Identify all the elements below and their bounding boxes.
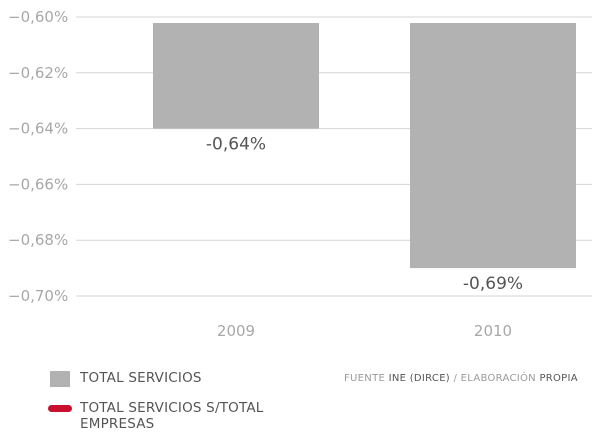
- bar: [153, 23, 319, 129]
- y-tick-label: −0,62%: [8, 64, 68, 82]
- legend-item-total-servicios: TOTAL SERVICIOS: [48, 368, 318, 390]
- legend-swatch-bar: [50, 371, 70, 387]
- x-tick-label: 2010: [474, 322, 512, 340]
- y-tick-label: −0,68%: [8, 231, 68, 249]
- y-tick-label: −0,60%: [8, 8, 68, 26]
- bar-chart: −0,60% −0,62% −0,64% −0,66% −0,68% −0,70% -0,6…: [8, 8, 592, 340]
- source-mid: / ELABORACIÓN: [450, 373, 540, 384]
- y-tick-label: −0,70%: [8, 287, 68, 305]
- legend-item-total-empresas: TOTAL SERVICIOS S/TOTAL EMPRESAS: [48, 398, 318, 432]
- legend-swatch-line: [48, 405, 72, 412]
- bar: [410, 23, 576, 269]
- y-tick-label: −0,64%: [8, 120, 68, 138]
- legend: TOTAL SERVICIOS TOTAL SERVICIOS S/TOTAL …: [48, 368, 318, 432]
- source-note: FUENTE INE (DIRCE) / ELABORACIÓN PROPIA: [344, 373, 578, 384]
- legend-label: TOTAL SERVICIOS S/TOTAL EMPRESAS: [80, 400, 264, 432]
- source-author: PROPIA: [539, 373, 578, 384]
- x-tick-label: 2009: [217, 322, 255, 340]
- source-origin: INE (DIRCE): [388, 373, 451, 384]
- data-label: -0,69%: [463, 274, 523, 294]
- legend-label: TOTAL SERVICIOS: [80, 370, 202, 386]
- data-label: -0,64%: [206, 135, 266, 155]
- y-tick-label: −0,66%: [8, 175, 68, 193]
- source-prefix: FUENTE: [344, 373, 389, 384]
